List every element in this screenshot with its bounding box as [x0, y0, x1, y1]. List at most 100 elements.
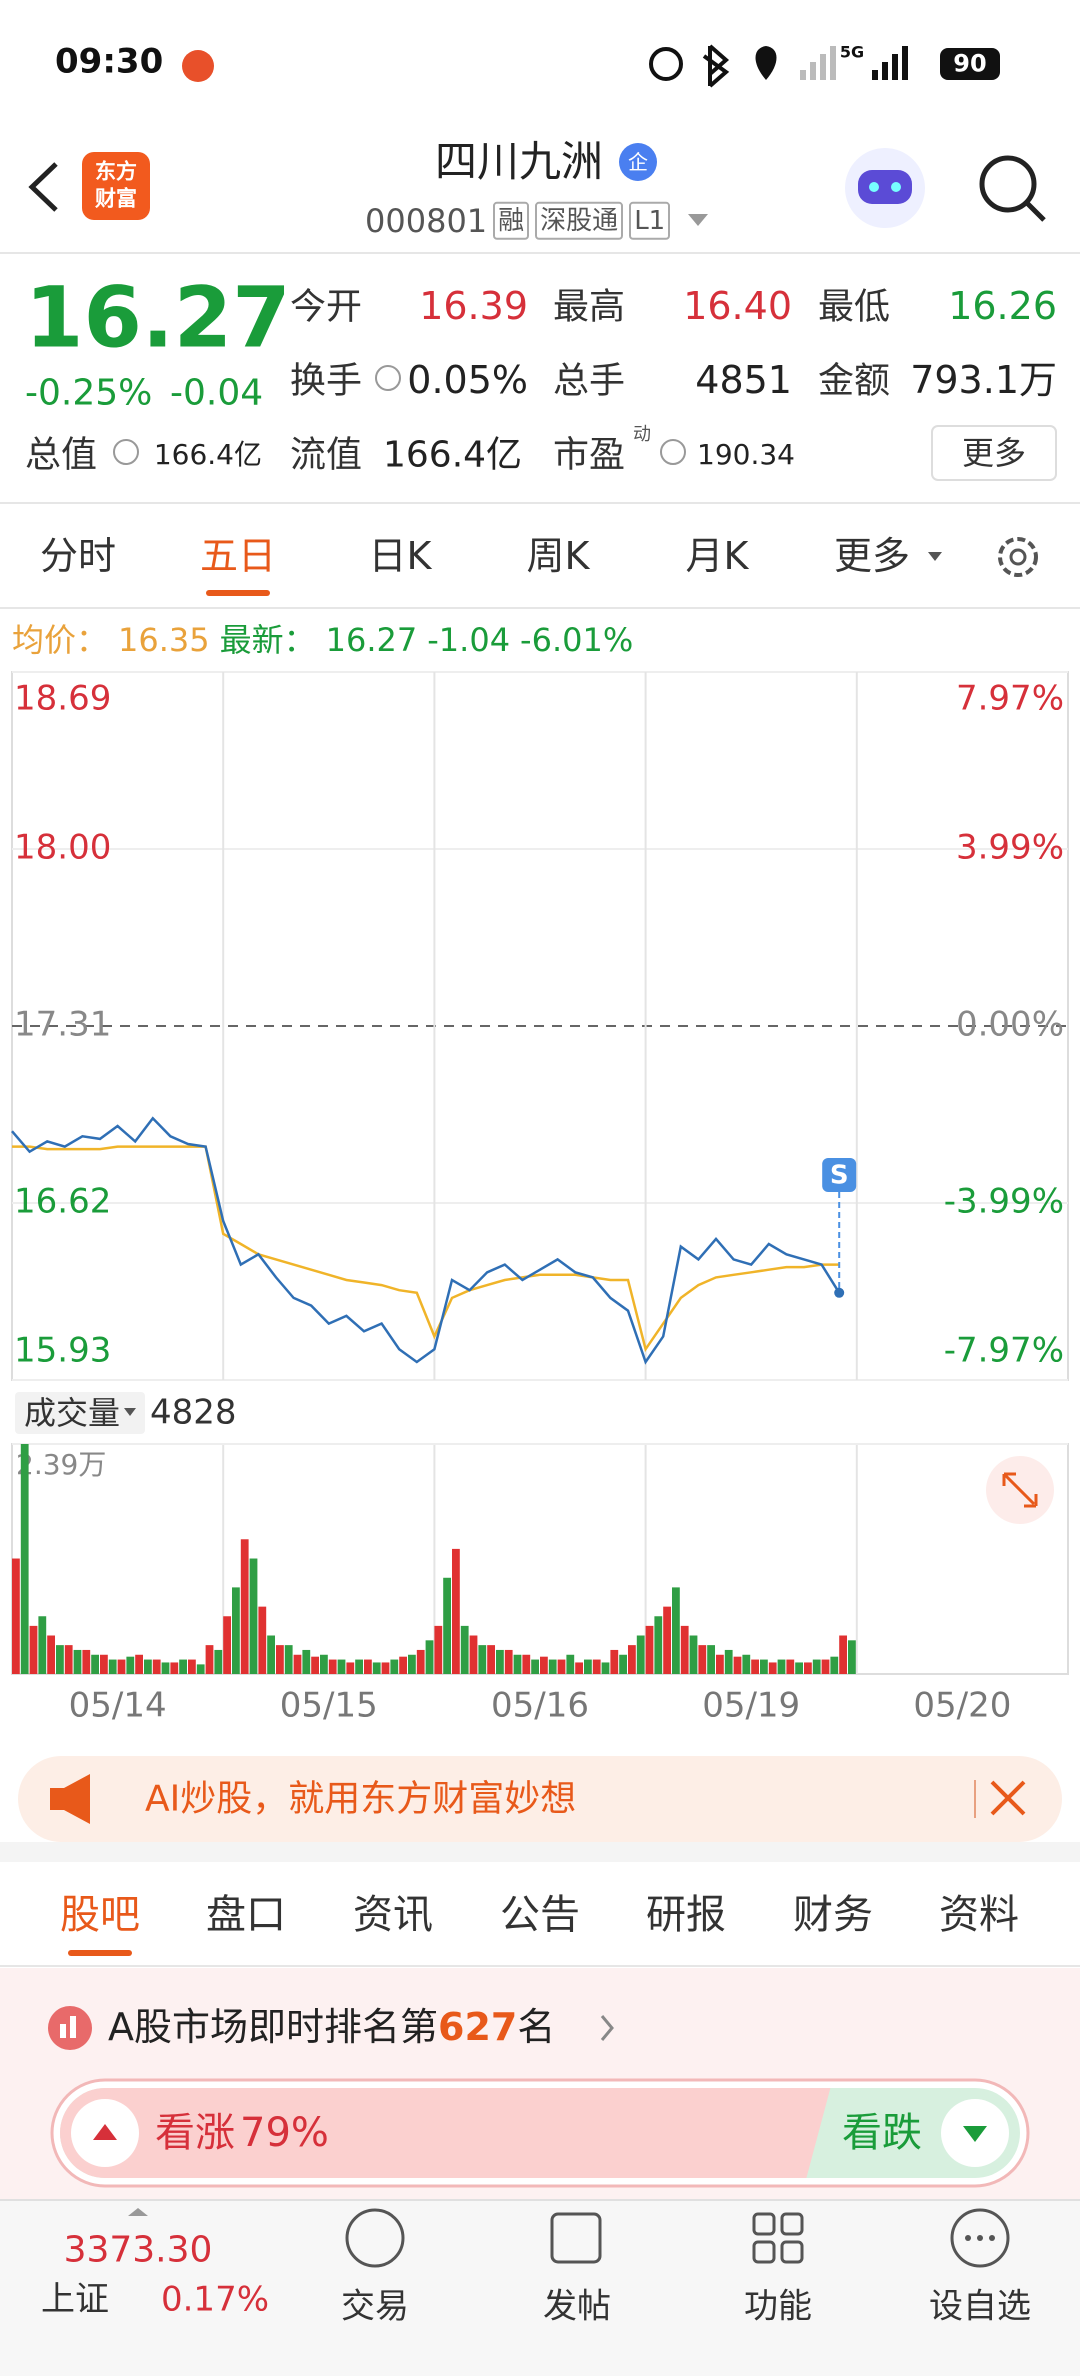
volume-bar [566, 1654, 575, 1674]
index-value: 3373.30 [63, 2229, 213, 2271]
volume-bar [628, 1645, 636, 1674]
volume-bar [328, 1659, 337, 1674]
index-name: 上证 [41, 2279, 109, 2320]
stock-name: 四川九洲 [434, 136, 604, 186]
y-tick-label: 18.00 [14, 828, 111, 868]
rank-icon-bar [60, 2024, 66, 2038]
section-tab-underline [68, 1950, 132, 1956]
volume-bar [830, 1656, 839, 1674]
price-line [11, 1116, 841, 1365]
y2-tick-label: -3.99% [944, 1182, 1064, 1222]
status-time: 09:30 [55, 41, 164, 82]
chart-tab[interactable]: 日K [368, 534, 432, 579]
back-icon[interactable] [28, 162, 58, 212]
chart-tab[interactable]: 五日 [199, 534, 277, 579]
chart-tab[interactable]: 月K [685, 534, 749, 579]
section-tab[interactable]: 研报 [646, 1892, 726, 1938]
volume-bar [724, 1649, 733, 1674]
volume-bar [601, 1662, 610, 1674]
volume-bar [742, 1654, 751, 1674]
chart-tab[interactable]: 更多 [833, 534, 911, 579]
field-label: 金额 [818, 360, 891, 402]
trade-icon[interactable] [345, 2208, 405, 2268]
volume-bar [592, 1659, 601, 1674]
volume-bar [20, 1444, 29, 1674]
field-label: 总值 [25, 434, 98, 476]
field-value: 166.4亿 [153, 438, 262, 472]
y2-tick-label: 0.00% [956, 1005, 1064, 1045]
change-amount: -0.04 [170, 372, 264, 414]
section-tab[interactable]: 股吧 [60, 1892, 140, 1938]
nav-item[interactable]: 交易 [341, 2286, 409, 2327]
more-dropdown-icon [928, 552, 942, 561]
y-tick-label: 15.93 [14, 1331, 111, 1371]
volume-bar [689, 1635, 698, 1674]
field-label: 市盈 [553, 434, 626, 476]
info-avg-label: 均价： [12, 620, 109, 659]
section-tab[interactable]: 财务 [793, 1892, 873, 1938]
dropdown-icon[interactable] [688, 214, 708, 226]
volume-bar [548, 1659, 557, 1674]
ranking-text[interactable]: A股市场即时排名第 627 名 [108, 2005, 555, 2051]
more-button[interactable] [931, 425, 1057, 481]
volume-bar [619, 1654, 627, 1674]
notify-icon [182, 50, 214, 82]
volume-bar [249, 1558, 258, 1674]
field-label: 流值 [290, 434, 363, 476]
nav-item[interactable]: 功能 [744, 2286, 812, 2327]
volume-bar [610, 1649, 619, 1674]
search-icon[interactable] [979, 155, 1037, 213]
ranking-prefix: A股市场即时排名第 [108, 2005, 438, 2050]
volume-bar [460, 1625, 469, 1674]
chart-tab[interactable]: 周K [526, 534, 590, 579]
up-arrow [93, 2124, 117, 2140]
y-tick-label: 17.31 [14, 1005, 111, 1045]
section-tab[interactable]: 资料 [939, 1892, 1019, 1938]
settings-icon[interactable] [998, 537, 1038, 577]
volume-bar [636, 1635, 645, 1674]
banner-bg[interactable] [18, 1756, 1062, 1842]
volume-bar [575, 1662, 583, 1674]
nav-item[interactable]: 发帖 [543, 2286, 611, 2327]
info-icon[interactable] [375, 365, 401, 391]
more-button-text[interactable]: 更多 [961, 433, 1027, 472]
volume-bar [293, 1654, 302, 1674]
section-tab[interactable]: 盘口 [206, 1892, 286, 1938]
section-tab[interactable]: 公告 [500, 1892, 580, 1938]
chart-tab[interactable]: 分时 [39, 534, 117, 579]
function-icon[interactable] [752, 2212, 804, 2264]
watchlist-icon[interactable] [950, 2208, 1010, 2268]
marker-badge[interactable] [822, 1158, 857, 1192]
up-percent: 79% [240, 2110, 329, 2156]
badge-bg [619, 143, 657, 181]
section-tab[interactable]: 资讯 [353, 1892, 433, 1938]
volume-bar [364, 1659, 372, 1674]
last-price: 16.27 [25, 268, 291, 367]
close-icon[interactable] [990, 1780, 1026, 1816]
info-icon[interactable] [660, 439, 686, 465]
volume-bar [812, 1659, 821, 1674]
volume-selector[interactable] [15, 1392, 145, 1434]
chevron-icon[interactable] [600, 2015, 614, 2041]
volume-bar [117, 1659, 126, 1674]
info-avg: 16.35 [118, 620, 210, 659]
field-value: 166.4亿 [383, 434, 523, 476]
volume-bar [751, 1659, 759, 1674]
info-icon[interactable] [113, 439, 139, 465]
y-tick-label: 18.69 [14, 679, 111, 719]
banner-text[interactable]: AI炒股，就用东方财富妙想 [145, 1778, 577, 1820]
last-point [834, 1287, 845, 1298]
nav-item[interactable]: 设自选 [929, 2286, 1031, 2327]
x-tick-label: 05/14 [69, 1686, 167, 1726]
signal-1 [800, 46, 836, 80]
volume-bar [469, 1635, 478, 1674]
post-icon[interactable] [550, 2212, 602, 2264]
chart-frame [11, 1443, 1069, 1675]
field-label: 最高 [553, 286, 626, 328]
volume-bar [12, 1558, 20, 1674]
volume-bar [680, 1625, 689, 1674]
x-tick-label: 05/19 [702, 1686, 800, 1726]
volume-bar [29, 1625, 38, 1674]
